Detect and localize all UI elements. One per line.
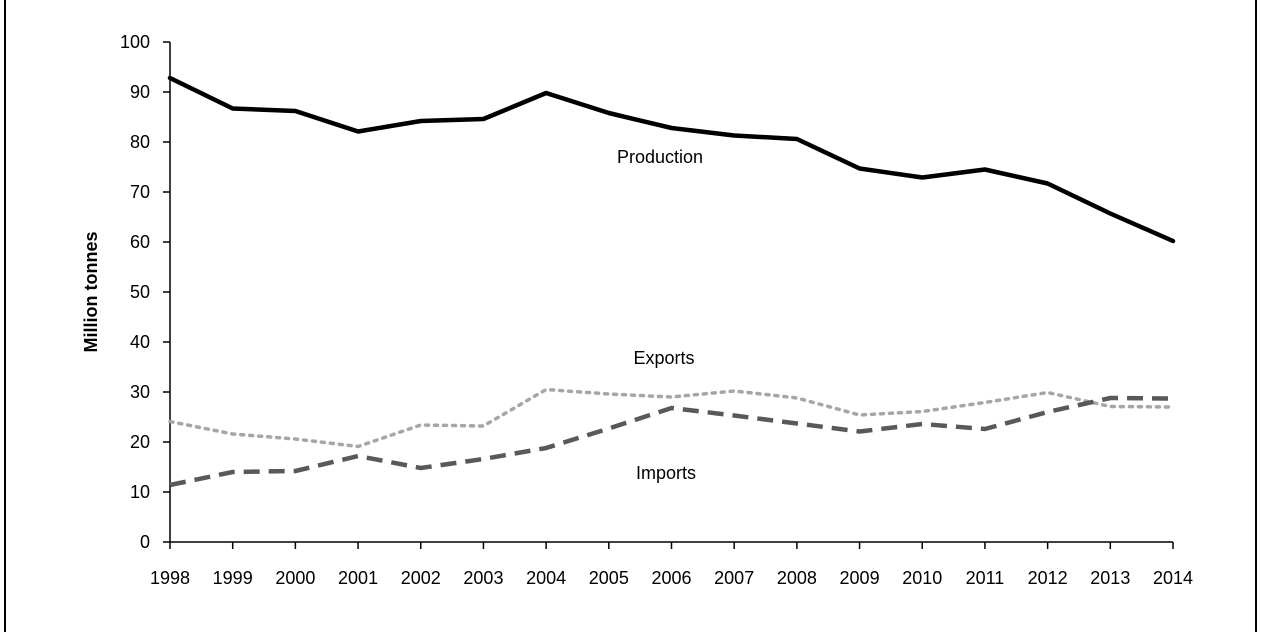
y-tick-label: 10 — [130, 482, 150, 502]
y-tick-label: 70 — [130, 182, 150, 202]
x-tick-label: 1998 — [150, 568, 190, 588]
x-tick-label: 2011 — [966, 568, 1005, 588]
x-tick-label: 2000 — [275, 568, 315, 588]
x-tick-label: 2007 — [714, 568, 754, 588]
x-tick-label: 2006 — [651, 568, 691, 588]
y-tick-label: 0 — [140, 532, 150, 552]
y-tick-label: 80 — [130, 132, 150, 152]
data-point-imports — [481, 457, 485, 461]
y-tick-label: 60 — [130, 232, 150, 252]
x-tick-label: 2010 — [902, 568, 942, 588]
annotation-imports: Imports — [636, 463, 696, 483]
y-tick-label: 20 — [130, 432, 150, 452]
chart-frame — [4, 0, 1257, 632]
x-tick-label: 2009 — [840, 568, 880, 588]
y-tick-label: 50 — [130, 282, 150, 302]
x-tick-label: 2008 — [777, 568, 817, 588]
x-tick-label: 2002 — [401, 568, 441, 588]
x-tick-label: 2014 — [1153, 568, 1193, 588]
data-point-imports — [607, 427, 611, 431]
series-line-production — [167, 75, 1176, 244]
x-tick-label: 2003 — [463, 568, 503, 588]
annotation-production: Production — [617, 147, 703, 167]
y-tick-label: 100 — [120, 32, 150, 52]
y-axis-title: Million tonnes — [81, 232, 101, 353]
series-line-exports — [168, 387, 1175, 449]
x-tick-label: 2001 — [338, 568, 378, 588]
x-tick-label: 2004 — [526, 568, 566, 588]
data-point-imports — [1046, 410, 1050, 414]
series-line-imports — [169, 395, 1174, 488]
x-tick-label: 1999 — [213, 568, 253, 588]
y-tick-label: 90 — [130, 82, 150, 102]
data-point-exports — [1171, 405, 1175, 409]
x-tick-label: 2005 — [589, 568, 629, 588]
annotation-exports: Exports — [633, 348, 694, 368]
data-point-imports — [1171, 397, 1175, 401]
y-tick-label: 40 — [130, 332, 150, 352]
y-tick-label: 30 — [130, 382, 150, 402]
x-tick-label: 2012 — [1028, 568, 1068, 588]
x-tick-label: 2013 — [1090, 568, 1130, 588]
